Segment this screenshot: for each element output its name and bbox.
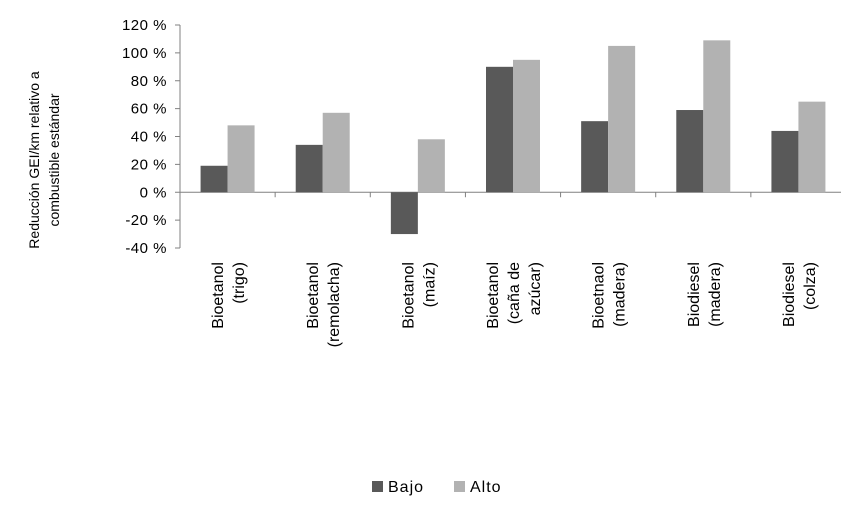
y-tick-labels: -40 % -20 % 0 % 20 % 40 % 60 % 80 % 100 % 120 % — [122, 17, 167, 257]
bar-bajo-6 — [771, 130, 799, 193]
category-label: Bioetanol — [485, 262, 502, 329]
bar-alto-1 — [322, 112, 350, 193]
category-label: (madera) — [707, 262, 724, 327]
bar-bajo-1 — [295, 144, 323, 193]
y-tick-label: 40 % — [131, 129, 167, 146]
y-tick-label: 60 % — [131, 101, 167, 118]
category-labels: Bioetanol (trigo) Bioetanol (remolacha) Bioe… — [210, 262, 819, 347]
bar-alto-2 — [417, 139, 445, 193]
bar-bajo-0 — [200, 165, 228, 193]
legend-swatch-alto — [454, 481, 465, 492]
y-tick-label: 120 % — [122, 17, 167, 34]
y-tick-label: 100 % — [122, 45, 167, 62]
bar-bajo-4 — [581, 121, 609, 193]
category-label: (trigo) — [231, 262, 248, 304]
y-tick-label: -40 % — [125, 240, 167, 257]
bar-alto-4 — [608, 45, 636, 193]
category-label: Bioetnaol — [591, 262, 608, 329]
category-label: Biodiesel — [781, 262, 798, 327]
category-label: Bioetanol — [210, 262, 227, 329]
bar-alto-5 — [703, 40, 731, 193]
y-tick-label: 80 % — [131, 73, 167, 90]
legend-label-bajo: Bajo — [388, 479, 424, 496]
bar-alto-6 — [798, 101, 826, 193]
category-label: Bioetanol — [305, 262, 322, 329]
bar-bajo-5 — [676, 110, 704, 193]
legend-swatch-bajo — [372, 481, 383, 492]
category-label: (caña de — [506, 262, 523, 324]
y-tick-label: 20 % — [131, 156, 167, 173]
bar-alto-3 — [513, 59, 540, 193]
y-axis-label: Reducción GEI/km relativo a combustible e… — [26, 71, 62, 249]
legend-label-alto: Alto — [470, 479, 502, 496]
bar-bajo-2 — [390, 192, 418, 235]
category-label: azúcar) — [527, 262, 544, 315]
category-label: (madera) — [612, 262, 629, 327]
category-label: (colza) — [802, 262, 819, 310]
bar-alto-0 — [227, 125, 255, 193]
y-axis-label-line: combustible estándar — [46, 93, 62, 226]
bar-bajo-3 — [486, 66, 513, 193]
category-label: (remolacha) — [326, 262, 343, 347]
category-label: Bioetanol — [400, 262, 417, 329]
category-label: Biodiesel — [686, 262, 703, 327]
bars — [200, 40, 826, 235]
category-label: (maíz) — [421, 262, 438, 307]
y-axis-label-line: Reducción GEI/km relativo a — [26, 71, 42, 249]
y-tick-label: -20 % — [125, 212, 167, 229]
legend: Bajo Alto — [372, 479, 502, 496]
y-tick-label: 0 % — [140, 184, 167, 201]
